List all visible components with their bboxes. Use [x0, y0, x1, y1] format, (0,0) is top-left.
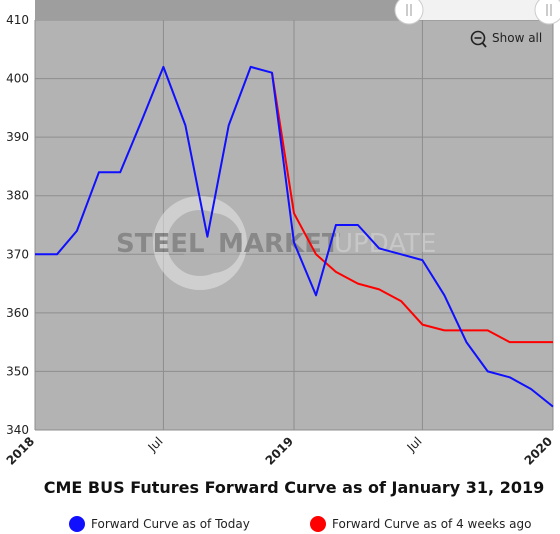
x-tick-label: Jul — [404, 434, 425, 455]
y-tick-label: 380 — [6, 189, 29, 203]
legend: Forward Curve as of Today Forward Curve a… — [69, 516, 531, 532]
watermark-word-market: MARKET — [218, 229, 340, 259]
y-tick-label: 370 — [6, 247, 29, 261]
series-layer — [35, 65, 554, 408]
watermark-ring-cut — [182, 213, 242, 273]
y-tick-label: 410 — [6, 13, 29, 27]
watermark-word-update: UPDATE — [334, 229, 436, 259]
zoom-out-icon — [470, 30, 486, 46]
y-tick-label: 390 — [6, 130, 29, 144]
navigator-mask — [35, 0, 409, 20]
y-tick-label: 360 — [6, 306, 29, 320]
series-line — [35, 65, 554, 408]
x-tick-label: 2019 — [263, 434, 297, 468]
legend-label: Forward Curve as of Today — [91, 517, 250, 531]
x-tick-label: Jul — [145, 434, 166, 455]
navigator-handle-left[interactable] — [394, 0, 424, 25]
show-all-label: Show all — [492, 31, 542, 45]
chart-title: CME BUS Futures Forward Curve as of Janu… — [44, 478, 544, 497]
x-axis-ticks: 2018 Jul 2019 Jul 2020 — [4, 434, 556, 468]
series-line — [271, 72, 553, 344]
y-tick-label: 340 — [6, 423, 29, 437]
show-all-button[interactable]: Show all — [470, 30, 543, 48]
y-tick-label: 350 — [6, 364, 29, 378]
navigator-handle-right[interactable] — [534, 0, 560, 25]
legend-label: Forward Curve as of 4 weeks ago — [332, 517, 531, 531]
x-tick-label: 2020 — [522, 434, 556, 468]
y-axis-ticks: 340 350 360 370 380 390 400 410 — [6, 13, 29, 437]
y-tick-label: 400 — [6, 72, 29, 86]
legend-marker — [69, 516, 85, 532]
x-tick-label: 2018 — [4, 434, 38, 468]
watermark-logo: STEEL MARKET UPDATE — [116, 196, 436, 290]
legend-marker — [310, 516, 326, 532]
watermark-word-steel: STEEL — [116, 229, 205, 259]
